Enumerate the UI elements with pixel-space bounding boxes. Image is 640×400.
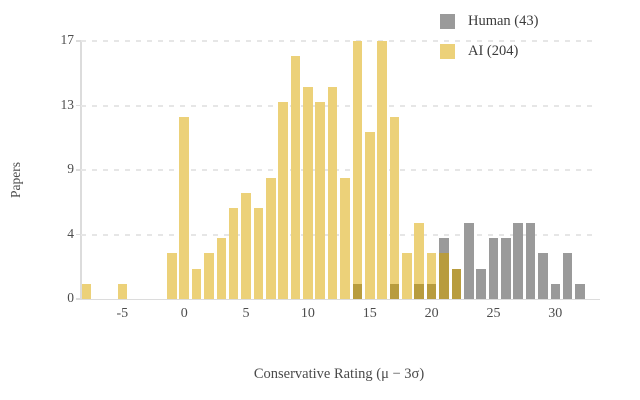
y-tick-mark-0	[76, 298, 81, 300]
ai-bar-x18	[402, 253, 412, 299]
human-bar-x23	[463, 223, 474, 299]
ai-bar-x20	[426, 253, 437, 299]
x-tick-label-20: 20	[424, 306, 439, 321]
ai-bar-x5	[241, 192, 251, 299]
human-bar-x28	[525, 223, 536, 299]
ai-bar-x8	[278, 101, 288, 299]
x-tick-label-0: 0	[180, 306, 188, 321]
human-bar-x30	[550, 283, 561, 299]
ai-bar-x12	[327, 86, 338, 299]
plot-area	[81, 40, 597, 299]
legend-label-ai: AI (204)	[468, 42, 519, 59]
overlap-bar-x19	[414, 283, 425, 299]
human-bar-x26	[501, 238, 511, 299]
y-tick-mark-17	[76, 40, 81, 42]
human-bar-x31	[562, 253, 573, 299]
ai-bar-x13	[340, 177, 350, 299]
y-tick-mark-13	[76, 104, 81, 106]
y-tick-label-9: 9	[67, 161, 74, 176]
x-tick-label-5: 5	[242, 306, 250, 321]
gridline-y-4	[81, 233, 595, 236]
ai-bar-x11	[315, 101, 326, 299]
overlap-bar-x21	[439, 253, 449, 299]
y-tick-mark-4	[76, 233, 81, 235]
ai-bar-x1	[191, 268, 202, 299]
overlap-bar-x14	[352, 283, 363, 299]
y-tick-label-13: 13	[60, 96, 75, 112]
ai-bar-x9	[290, 56, 301, 299]
ai-bar-x7	[265, 177, 276, 299]
human-bar-x24	[476, 268, 486, 299]
y-tick-label-4: 4	[67, 225, 74, 241]
ai-bar-x2	[204, 253, 214, 299]
gridline-y-13	[81, 104, 595, 107]
ai-bar-x-8	[81, 283, 92, 299]
overlap-bar-x22	[451, 268, 462, 299]
ai-bar-x16	[377, 41, 387, 299]
y-axis-title: Papers	[8, 162, 23, 198]
x-tick-label-30: 30	[548, 306, 563, 321]
x-axis-line	[81, 298, 600, 301]
x-tick-label-25: 25	[486, 306, 501, 321]
human-color-swatch	[440, 13, 455, 29]
ai-bar-x3	[216, 238, 227, 299]
ai-bar-x14	[352, 41, 363, 299]
overlap-bar-x20	[426, 283, 437, 299]
overlap-bar-x17	[389, 283, 400, 299]
gridline-y-9	[81, 169, 595, 171]
y-tick-label-17: 17	[60, 32, 75, 47]
ai-color-swatch	[440, 43, 455, 59]
human-bar-x25	[488, 238, 499, 299]
ai-bar-x19	[414, 223, 425, 299]
ai-bar-x15	[364, 132, 375, 299]
legend-item-human: Human (43)	[440, 12, 538, 30]
human-bar-x29	[538, 253, 548, 299]
human-bar-x32	[575, 283, 585, 299]
ai-bar-x10	[303, 86, 313, 299]
y-tick-mark-9	[76, 169, 81, 171]
ai-bar-x4	[228, 207, 239, 299]
ai-bar-x0	[179, 116, 189, 299]
ai-bar-x17	[389, 116, 400, 299]
human-bar-x27	[513, 223, 523, 299]
x-tick-label-15: 15	[362, 306, 377, 321]
x-axis-title: Conservative Rating (μ − 3σ)	[253, 366, 425, 382]
gridline-y-17	[81, 40, 595, 42]
x-tick-label-10: 10	[300, 306, 315, 321]
x-tick-label--5: -5	[116, 306, 129, 321]
legend: Human (43) AI (204)	[440, 12, 538, 72]
y-tick-label-0: 0	[67, 290, 74, 305]
legend-item-ai: AI (204)	[440, 42, 538, 60]
ai-bar-x6	[253, 207, 264, 299]
ai-bar-x-5	[117, 283, 128, 299]
ai-bar-x-1	[167, 253, 177, 299]
legend-label-human: Human (43)	[468, 12, 539, 29]
